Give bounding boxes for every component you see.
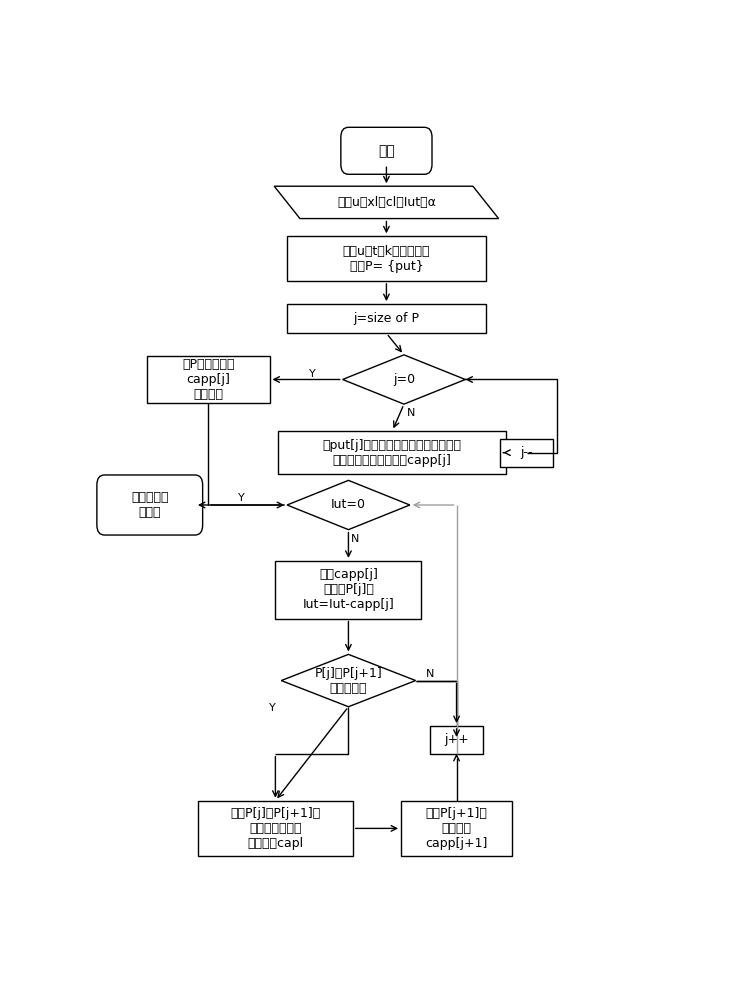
Text: 分配capp[j]
到路径P[j]上
Iut=Iut-capp[j]: 分配capp[j] 到路径P[j]上 Iut=Iut-capp[j] (302, 568, 394, 611)
Bar (147, 356, 269, 403)
Text: Iut=0: Iut=0 (331, 498, 366, 512)
Polygon shape (287, 480, 410, 530)
Text: Y: Y (269, 703, 276, 713)
Text: 输出调度结
果结束: 输出调度结 果结束 (131, 491, 168, 519)
Bar (278, 431, 506, 474)
Bar (401, 801, 512, 856)
Text: N: N (426, 669, 434, 679)
Bar (501, 439, 553, 467)
FancyBboxPatch shape (341, 127, 432, 174)
Text: P[j]和P[j+1]
有相交链路: P[j]和P[j+1] 有相交链路 (314, 667, 382, 695)
Text: 开始: 开始 (378, 144, 395, 158)
FancyBboxPatch shape (97, 475, 203, 535)
Text: 求从u到t的k条最短路，
存入P= {put}: 求从u到t的k条最短路， 存入P= {put} (342, 245, 431, 273)
Polygon shape (274, 186, 498, 219)
Text: 更新P[j+1]的
可用容量
capp[j+1]: 更新P[j+1]的 可用容量 capp[j+1] (425, 807, 488, 850)
Text: 输入u、xl、cl、Iut、α: 输入u、xl、cl、Iut、α (337, 196, 436, 209)
Text: j=0: j=0 (393, 373, 415, 386)
Text: Y: Y (308, 369, 315, 379)
Bar (431, 726, 483, 754)
Text: j++: j++ (444, 733, 469, 746)
Bar (287, 236, 486, 281)
Text: j=size of P: j=size of P (354, 312, 419, 325)
Text: 更新P[j]和P[j+1]的
所有相交链路的
可用容量capl: 更新P[j]和P[j+1]的 所有相交链路的 可用容量capl (230, 807, 320, 850)
Text: N: N (406, 408, 415, 418)
Bar (275, 561, 421, 619)
Text: 求put[j]中每条链路可用容量，以最小
值作为该路径可用容量capp[j]: 求put[j]中每条链路可用容量，以最小 值作为该路径可用容量capp[j] (323, 439, 461, 467)
Bar (198, 801, 353, 856)
Text: Y: Y (238, 493, 244, 503)
Text: 将P中的链路按
capp[j]
升序排列: 将P中的链路按 capp[j] 升序排列 (182, 358, 234, 401)
Polygon shape (342, 355, 465, 404)
Text: j--: j-- (520, 446, 533, 459)
Bar (287, 304, 486, 333)
Polygon shape (281, 654, 415, 707)
Text: N: N (351, 534, 360, 544)
